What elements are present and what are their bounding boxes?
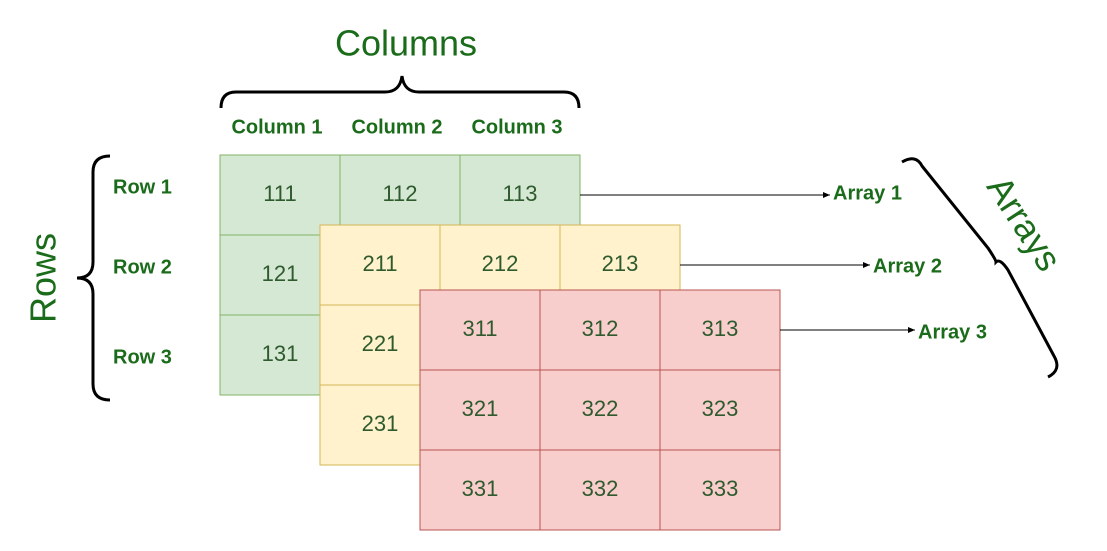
cell-value: 312 bbox=[582, 316, 619, 341]
cell-box bbox=[659, 369, 781, 451]
rows-brace bbox=[76, 154, 111, 402]
column-label: Column 1 bbox=[231, 116, 322, 138]
cell-value: 321 bbox=[462, 396, 499, 421]
cell-value: 332 bbox=[582, 476, 619, 501]
cell-value: 212 bbox=[482, 251, 519, 276]
cell-value: 131 bbox=[262, 341, 299, 366]
cell-value: 333 bbox=[702, 476, 739, 501]
cell-box bbox=[419, 449, 541, 531]
cell-box bbox=[219, 154, 341, 236]
cell-value: 112 bbox=[382, 181, 417, 206]
cell-box bbox=[459, 154, 581, 236]
cell-value: 113 bbox=[502, 181, 537, 206]
cell-box bbox=[339, 154, 461, 236]
array-label: Array 1 bbox=[833, 182, 902, 204]
cell-box bbox=[539, 289, 661, 371]
cell-value: 323 bbox=[702, 396, 739, 421]
columns-title: Columns bbox=[335, 23, 477, 64]
column-label: Column 2 bbox=[351, 116, 442, 138]
arrays-title: Arrays bbox=[979, 169, 1070, 279]
cell-box bbox=[419, 289, 541, 371]
cell-box bbox=[539, 369, 661, 451]
row-label: Row 1 bbox=[113, 176, 172, 198]
array-label: Array 3 bbox=[918, 321, 987, 343]
cell-value: 231 bbox=[362, 411, 399, 436]
cell-value: 111 bbox=[263, 181, 296, 206]
cell-value: 313 bbox=[702, 316, 739, 341]
cell-value: 221 bbox=[362, 331, 399, 356]
column-label: Column 3 bbox=[471, 116, 562, 138]
cell-box bbox=[419, 369, 541, 451]
array-label: Array 2 bbox=[873, 255, 942, 277]
arrays-brace bbox=[901, 157, 1059, 379]
cell-value: 322 bbox=[582, 396, 619, 421]
cell-value: 121 bbox=[262, 261, 299, 286]
columns-brace bbox=[219, 75, 581, 109]
cell-value: 213 bbox=[602, 251, 639, 276]
cell-value: 311 bbox=[462, 316, 497, 341]
rows-title: Rows bbox=[23, 233, 64, 323]
cell-box bbox=[659, 449, 781, 531]
cell-value: 211 bbox=[362, 251, 397, 276]
row-label: Row 3 bbox=[113, 346, 172, 368]
cell-value: 331 bbox=[462, 476, 499, 501]
arrays: 111 112 113 121 131 211 212 213 221 231 311 312 313 3… bbox=[219, 154, 781, 531]
row-label: Row 2 bbox=[113, 256, 172, 278]
cell-box bbox=[659, 289, 781, 371]
